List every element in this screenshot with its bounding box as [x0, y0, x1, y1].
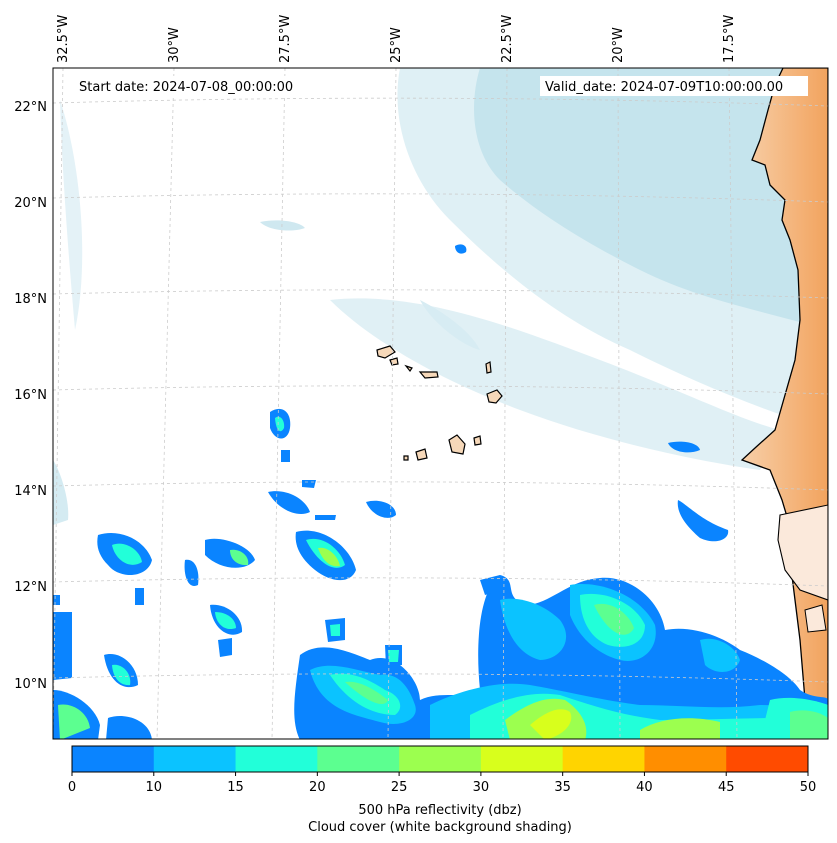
- lon-label: 20°W: [611, 27, 626, 63]
- colorbar-tick-label: 50: [800, 780, 817, 795]
- colorbar-tick-label: 0: [68, 780, 76, 795]
- valid-date-box: [540, 76, 808, 96]
- lat-label: 10°N: [14, 677, 47, 692]
- colorbar-tick-label: 10: [146, 780, 163, 795]
- valid-date-label: Valid_date: 2024-07-09T10:00:00.00: [545, 80, 783, 95]
- lon-label: 30°W: [167, 27, 182, 63]
- map-content: [53, 68, 828, 739]
- lat-label: 18°N: [14, 292, 47, 307]
- colorbar-label-line1: 500 hPa reflectivity (dbz): [358, 803, 521, 818]
- colorbar-tick-label: 30: [473, 780, 490, 795]
- cloud-cover-shading: [53, 68, 828, 525]
- colorbar-tick-label: 40: [636, 780, 653, 795]
- colorbar-segment: [153, 746, 237, 772]
- map-border: [52, 67, 829, 740]
- lon-label: 27.5°W: [278, 15, 293, 63]
- graticule: [53, 68, 828, 739]
- colorbar-label-line2: Cloud cover (white background shading): [308, 820, 572, 835]
- colorbar: 0 10 15 20 25 30 35 40 45 50: [68, 745, 817, 795]
- lat-label: 16°N: [14, 388, 47, 403]
- cape-verde-islands: [376, 345, 503, 461]
- colorbar-segment: [562, 746, 645, 772]
- colorbar-frame: [71, 745, 809, 773]
- land-west-africa: [740, 68, 828, 739]
- colorbar-segment: [399, 746, 482, 772]
- lon-label: 25°W: [389, 27, 404, 63]
- colorbar-segment: [480, 746, 564, 772]
- reflectivity-shading: [53, 244, 828, 739]
- longitude-labels: 32.5°W 30°W 27.5°W 25°W 22.5°W 20°W 17.5…: [56, 15, 737, 63]
- colorbar-tick-label: 35: [554, 780, 571, 795]
- latitude-labels: 22°N 20°N 18°N 16°N 14°N 12°N 10°N: [14, 100, 47, 692]
- lon-label: 17.5°W: [722, 15, 737, 63]
- start-date-label: Start date: 2024-07-08_00:00:00: [79, 80, 293, 95]
- lat-label: 22°N: [14, 100, 47, 115]
- colorbar-segment: [235, 746, 318, 772]
- colorbar-segment: [72, 746, 155, 772]
- lon-label: 32.5°W: [56, 15, 71, 63]
- lat-label: 12°N: [14, 580, 47, 595]
- colorbar-segment: [726, 746, 809, 772]
- colorbar-tick-label: 20: [309, 780, 326, 795]
- lat-label: 20°N: [14, 196, 47, 211]
- lat-label: 14°N: [14, 484, 47, 499]
- colorbar-segment: [317, 746, 400, 772]
- colorbar-segment: [644, 746, 727, 772]
- lon-label: 22.5°W: [500, 15, 515, 63]
- colorbar-tick-label: 25: [391, 780, 408, 795]
- start-date-box: [74, 76, 314, 96]
- colorbar-tick-label: 15: [227, 780, 244, 795]
- colorbar-tick-label: 45: [718, 780, 735, 795]
